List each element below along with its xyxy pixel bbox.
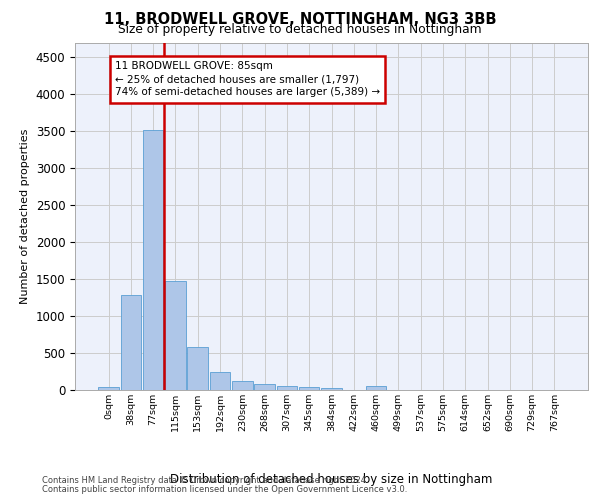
Bar xyxy=(277,386,297,390)
Text: 11, BRODWELL GROVE, NOTTINGHAM, NG3 3BB: 11, BRODWELL GROVE, NOTTINGHAM, NG3 3BB xyxy=(104,12,496,28)
Y-axis label: Number of detached properties: Number of detached properties xyxy=(20,128,30,304)
Bar xyxy=(321,388,342,390)
Bar xyxy=(121,296,141,390)
Bar xyxy=(187,347,208,390)
Bar xyxy=(366,386,386,390)
Text: Size of property relative to detached houses in Nottingham: Size of property relative to detached ho… xyxy=(118,23,482,36)
Bar xyxy=(143,130,163,390)
Bar xyxy=(254,384,275,390)
Bar xyxy=(98,387,119,390)
Text: Contains HM Land Registry data © Crown copyright and database right 2024.: Contains HM Land Registry data © Crown c… xyxy=(42,476,368,485)
Text: 11 BRODWELL GROVE: 85sqm
← 25% of detached houses are smaller (1,797)
74% of sem: 11 BRODWELL GROVE: 85sqm ← 25% of detach… xyxy=(115,61,380,98)
X-axis label: Distribution of detached houses by size in Nottingham: Distribution of detached houses by size … xyxy=(170,473,493,486)
Text: Contains public sector information licensed under the Open Government Licence v3: Contains public sector information licen… xyxy=(42,484,407,494)
Bar xyxy=(210,372,230,390)
Bar xyxy=(232,382,253,390)
Bar xyxy=(299,386,319,390)
Bar xyxy=(165,280,186,390)
